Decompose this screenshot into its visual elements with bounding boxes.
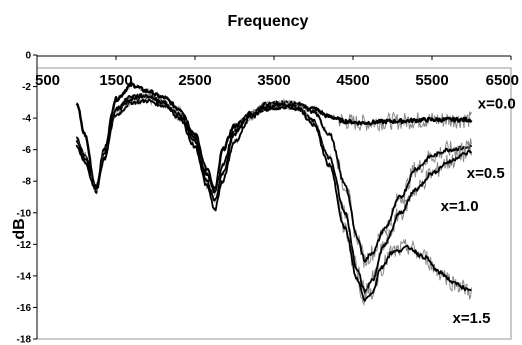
x-axis: 500 1500 2500 3500 4500 5500 6500 [35,55,519,89]
y-tick-label: -14 [17,271,32,282]
series-label: x=0.5 [467,165,505,182]
y-tick-label: -2 [22,82,31,93]
y-tick-label: -4 [22,114,31,125]
x-tick-label: 4500 [336,72,369,89]
x-tick-label: 500 [35,72,60,89]
x-tick-label: 3500 [257,72,290,89]
x-tick-label: 5500 [415,72,448,89]
y-tick-label: -12 [17,240,32,251]
series-layer [75,81,473,307]
series-label: x=1.5 [453,310,491,327]
y-tick-label: -16 [17,303,32,314]
chart-title: Frequency [228,13,309,30]
x-tick-label: 2500 [178,72,211,89]
x-tick-label: 1500 [99,72,132,89]
series-label: x=1.0 [441,198,479,215]
y-tick-label: -18 [17,335,32,345]
series-line [75,93,472,302]
series-line [75,98,473,263]
y-axis: 0 -2 -4 -6 -8 -10 -12 -14 -16 -18 [17,51,38,345]
y-tick-label: -10 [17,208,32,219]
y-tick-label: -8 [22,177,31,188]
y-axis-label: dB [11,218,28,239]
series-label: x=0.0 [478,96,516,113]
y-tick-label: 0 [25,51,31,62]
x-tick-label: 6500 [486,72,519,89]
series-labels: x=0.0 x=0.5 x=1.0 x=1.5 [441,96,516,328]
y-tick-label: -6 [22,145,31,156]
